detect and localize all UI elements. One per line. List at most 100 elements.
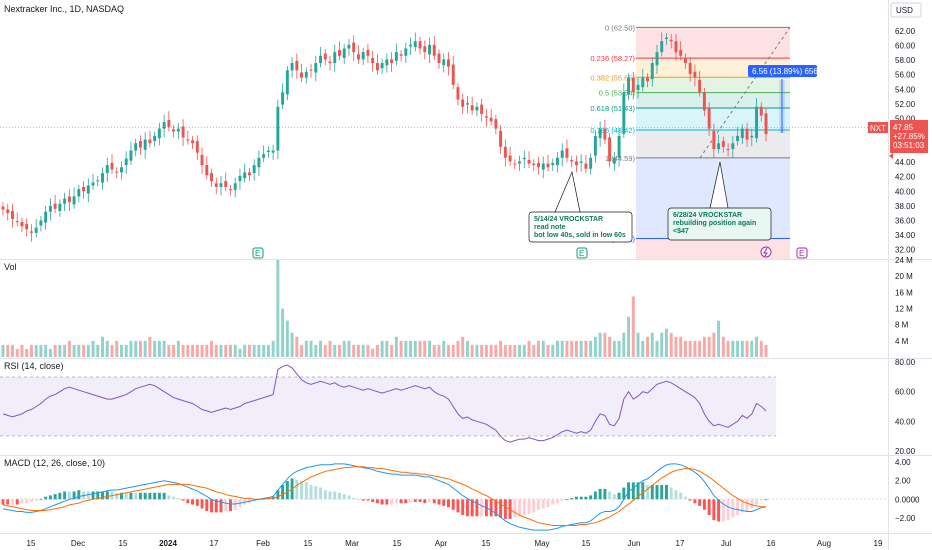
rsi-title: RSI (14, close): [4, 361, 64, 371]
measure-tool[interactable]: 6.56 (13.89%) 656: [748, 65, 818, 133]
volume-bar: [665, 328, 668, 357]
price-tick-label: 32.00: [895, 246, 916, 255]
volume-bar: [366, 344, 370, 357]
price-tag-box: [890, 120, 928, 153]
volume-bar: [124, 344, 128, 357]
volume-bar: [551, 344, 555, 357]
volume-bar: [499, 340, 503, 357]
macd-histogram-bar: [740, 499, 744, 513]
macd-histogram-bar: [20, 499, 24, 504]
macd-histogram-bar: [6, 499, 10, 505]
volume-bar: [508, 344, 512, 357]
macd-histogram-bar: [229, 499, 232, 512]
time-tick-label: Mar: [345, 539, 359, 548]
macd-histogram-bar: [707, 499, 711, 516]
axes: 62.0060.0058.0056.0054.0052.0050.0048.00…: [27, 27, 920, 548]
macd-histogram-bar: [546, 499, 550, 508]
candle-body: [537, 162, 540, 168]
candle-body: [465, 103, 469, 105]
volume-bar: [484, 344, 488, 357]
ticker-tag: NXT: [870, 124, 886, 133]
macd-tick-label: 0.0000: [895, 495, 920, 504]
macd-histogram-bar: [726, 499, 730, 521]
volume-bar: [67, 340, 71, 357]
candle-body: [72, 196, 76, 205]
macd-histogram-bar: [143, 492, 147, 500]
rsi-tick-label: 20.00: [895, 447, 916, 456]
volume-bar: [465, 340, 469, 357]
volume-bar: [356, 344, 360, 357]
macd-histogram-bar: [352, 498, 356, 500]
volume-bar: [295, 336, 299, 357]
volume-bar: [191, 344, 195, 357]
macd-histogram-bar: [693, 499, 697, 504]
time-tick-label: Dec: [71, 539, 85, 548]
earnings-marker-2[interactable]: E: [576, 247, 588, 259]
candle-body: [527, 159, 531, 164]
macd-histogram-bar: [665, 484, 668, 500]
earnings-marker-3[interactable]: E: [796, 247, 808, 259]
volume-bar: [688, 340, 692, 357]
earnings-box-2: [576, 247, 588, 259]
volume-bar: [63, 344, 67, 357]
macd-histogram-bar: [86, 491, 90, 500]
marker-triangle-icon: [889, 153, 893, 159]
candle-body: [58, 203, 62, 211]
volume-bar: [129, 340, 133, 357]
macd-histogram-bar: [465, 499, 469, 517]
macd-histogram-bar: [608, 491, 612, 500]
volume-bar: [172, 344, 176, 357]
macd-histogram-bar: [574, 496, 578, 500]
macd-histogram-bar: [702, 499, 706, 510]
note-1[interactable]: 5/14/24 VROCKSTAR read note bot low 40s,…: [528, 170, 633, 243]
candle-body: [77, 189, 81, 197]
macd-histogram-bar: [513, 499, 517, 518]
candle-body: [608, 137, 612, 162]
macd-histogram-bar: [224, 499, 228, 512]
candle-body: [34, 227, 38, 233]
volume-bar: [475, 344, 479, 357]
macd-histogram-bar: [641, 482, 645, 500]
earnings-box-3: [796, 247, 808, 259]
candle-body: [157, 128, 161, 139]
volume-bar: [660, 332, 664, 357]
candle-body: [281, 92, 285, 105]
volume-bar: [200, 344, 204, 357]
volume-tick-label: 8 M: [895, 321, 909, 330]
macd-histogram-bar: [669, 487, 673, 500]
candle-body: [693, 71, 697, 78]
fib-zone: [636, 92, 790, 109]
candle-body: [508, 155, 512, 162]
macd-histogram-bar: [764, 499, 768, 501]
price-tick-label: 60.00: [895, 42, 916, 51]
macd-histogram-bar: [404, 499, 408, 504]
macd-histogram-bar: [399, 499, 403, 504]
volume-bar: [285, 320, 289, 357]
macd-histogram-bar: [636, 482, 640, 500]
candle-body: [115, 171, 119, 173]
note-2[interactable]: 6/28/24 VROCKSTAR rebuilding position ag…: [667, 161, 772, 241]
macd-histogram-bar: [115, 492, 119, 500]
volume-bar: [347, 340, 351, 357]
macd-histogram-bar: [437, 499, 441, 505]
volume-bar: [423, 340, 427, 357]
candle-body: [300, 72, 304, 78]
macd-histogram-bar: [432, 499, 436, 504]
price-tick-label: 40.00: [895, 187, 916, 196]
currency-box[interactable]: [890, 2, 922, 18]
volume-bar: [91, 340, 95, 357]
lightning-icon[interactable]: [760, 246, 772, 258]
macd-histogram-bar: [11, 499, 14, 505]
macd-histogram-bar: [755, 499, 758, 505]
macd-histogram-bar: [480, 499, 484, 517]
volume-bar: [489, 344, 493, 357]
volume-bar: [342, 340, 346, 357]
volume-bar: [631, 296, 635, 357]
candle-body: [53, 203, 57, 209]
volume-bar: [86, 344, 90, 357]
earnings-marker-1[interactable]: E: [252, 247, 264, 259]
macd-histogram-bar: [176, 498, 180, 500]
time-tick-label: 15: [393, 539, 402, 548]
candle-body: [328, 61, 332, 64]
